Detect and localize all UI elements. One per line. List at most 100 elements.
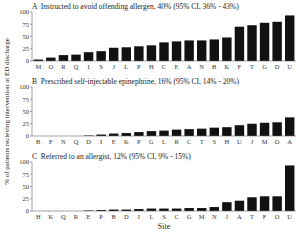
figure: A Instructed to avoid offending allergen…: [0, 0, 300, 245]
panel: B Prescribed self-injectable epinephrine…: [19, 77, 296, 145]
y-tick-label: 0: [26, 132, 29, 139]
x-tick-label: I: [100, 138, 102, 145]
x-tick-label: F: [263, 213, 267, 220]
bar: [285, 165, 294, 211]
bar: [159, 42, 168, 61]
x-tick-label: U: [237, 138, 242, 145]
panel: C Referred to an allergist, 12% (95% CI,…: [19, 152, 296, 231]
x-tick-label: A: [287, 138, 292, 145]
x-tick-label: A: [237, 213, 242, 220]
x-tick-label: O: [49, 63, 54, 70]
bar: [235, 27, 244, 61]
panel-title: A Instructed to avoid offending allergen…: [32, 2, 239, 11]
bar: [147, 131, 156, 136]
x-tick-label: D: [124, 213, 129, 220]
x-tick-label: G: [262, 63, 267, 70]
bars: [84, 165, 295, 211]
y-tick-label: 50: [23, 108, 30, 115]
y-tick-label: 25: [23, 120, 30, 127]
y-tick-label: 75: [23, 21, 30, 28]
x-tick-label: P: [99, 213, 103, 220]
y-tick-label: 0: [26, 57, 29, 64]
x-tick-label: P: [137, 138, 141, 145]
x-tick-label: K: [225, 63, 230, 70]
x-tick-label: R: [74, 213, 79, 220]
y-axis: [32, 12, 33, 61]
bar: [235, 125, 244, 136]
bar: [235, 201, 244, 211]
x-tick-label: R: [61, 63, 66, 70]
x-tick-label: L: [124, 63, 128, 70]
x-tick-label: S: [99, 63, 103, 70]
x-tick-label: Q: [61, 213, 66, 220]
x-tick-label: I: [87, 63, 89, 70]
x-tick-label: C: [187, 138, 191, 145]
x-tick-label: R: [174, 138, 179, 145]
bar: [222, 202, 231, 211]
y-tick-label: 50: [23, 183, 30, 190]
x-tick-label: Q: [74, 138, 79, 145]
bar: [134, 46, 143, 61]
bar: [247, 124, 256, 136]
x-tick-label: H: [225, 138, 230, 145]
y-axis: [32, 87, 33, 136]
x-tick-label: J: [251, 138, 254, 145]
y-tick-label: 75: [23, 96, 30, 103]
x-tick-label: G: [149, 138, 154, 145]
bar: [71, 55, 80, 61]
bar: [122, 47, 131, 61]
bar: [222, 127, 231, 136]
bar: [222, 37, 231, 61]
bar: [172, 209, 181, 211]
x-axis-label: Site: [158, 222, 171, 231]
x-tick-label: Q: [74, 63, 79, 70]
bar: [172, 41, 181, 61]
bar: [285, 117, 294, 136]
y-tick-label: 50: [23, 33, 30, 40]
bar: [210, 207, 219, 211]
x-tick-label: J: [112, 63, 115, 70]
x-tick-label: E: [175, 63, 179, 70]
x-tick-label: F: [49, 138, 53, 145]
x-tick-label: M: [35, 63, 41, 70]
bar: [96, 51, 105, 61]
x-tick-label: I: [138, 213, 140, 220]
x-tick-label: H: [36, 213, 41, 220]
x-tick-label: G: [187, 213, 192, 220]
x-tick-label: S: [212, 138, 216, 145]
x-tick-label: T: [250, 63, 254, 70]
panel-title: B Prescribed self-injectable epinephrine…: [32, 77, 240, 86]
x-tick-label: C: [174, 213, 178, 220]
bar: [210, 128, 219, 136]
bar: [147, 209, 156, 211]
x-tick-label: U: [287, 63, 292, 70]
bar: [197, 40, 206, 61]
x-tick-label: D: [275, 63, 280, 70]
x-axis: [32, 211, 296, 212]
bar: [272, 122, 281, 136]
bar: [172, 130, 181, 136]
bar: [122, 133, 131, 136]
x-tick-label: E: [112, 138, 116, 145]
x-tick-label: C: [162, 63, 166, 70]
bars: [84, 117, 295, 136]
bar: [46, 58, 55, 61]
y-axis-label: % of patients recieving intervention at …: [3, 38, 11, 185]
bar: [247, 25, 256, 61]
x-tick-label: O: [275, 213, 280, 220]
x-tick-label: N: [212, 213, 217, 220]
bar: [147, 45, 156, 61]
x-tick-label: F: [238, 63, 242, 70]
bar: [272, 22, 281, 61]
bar: [260, 123, 269, 136]
x-tick-label: K: [49, 213, 54, 220]
x-tick-label: N: [61, 138, 66, 145]
y-tick-label: 100: [19, 158, 29, 165]
panel-title: C Referred to an allergist, 12% (95% CI,…: [32, 152, 191, 161]
bar: [159, 209, 168, 211]
bar: [260, 23, 269, 61]
bar: [197, 208, 206, 211]
x-tick-label: A: [187, 63, 192, 70]
panel: A Instructed to avoid offending allergen…: [19, 2, 296, 70]
bar: [109, 48, 118, 61]
